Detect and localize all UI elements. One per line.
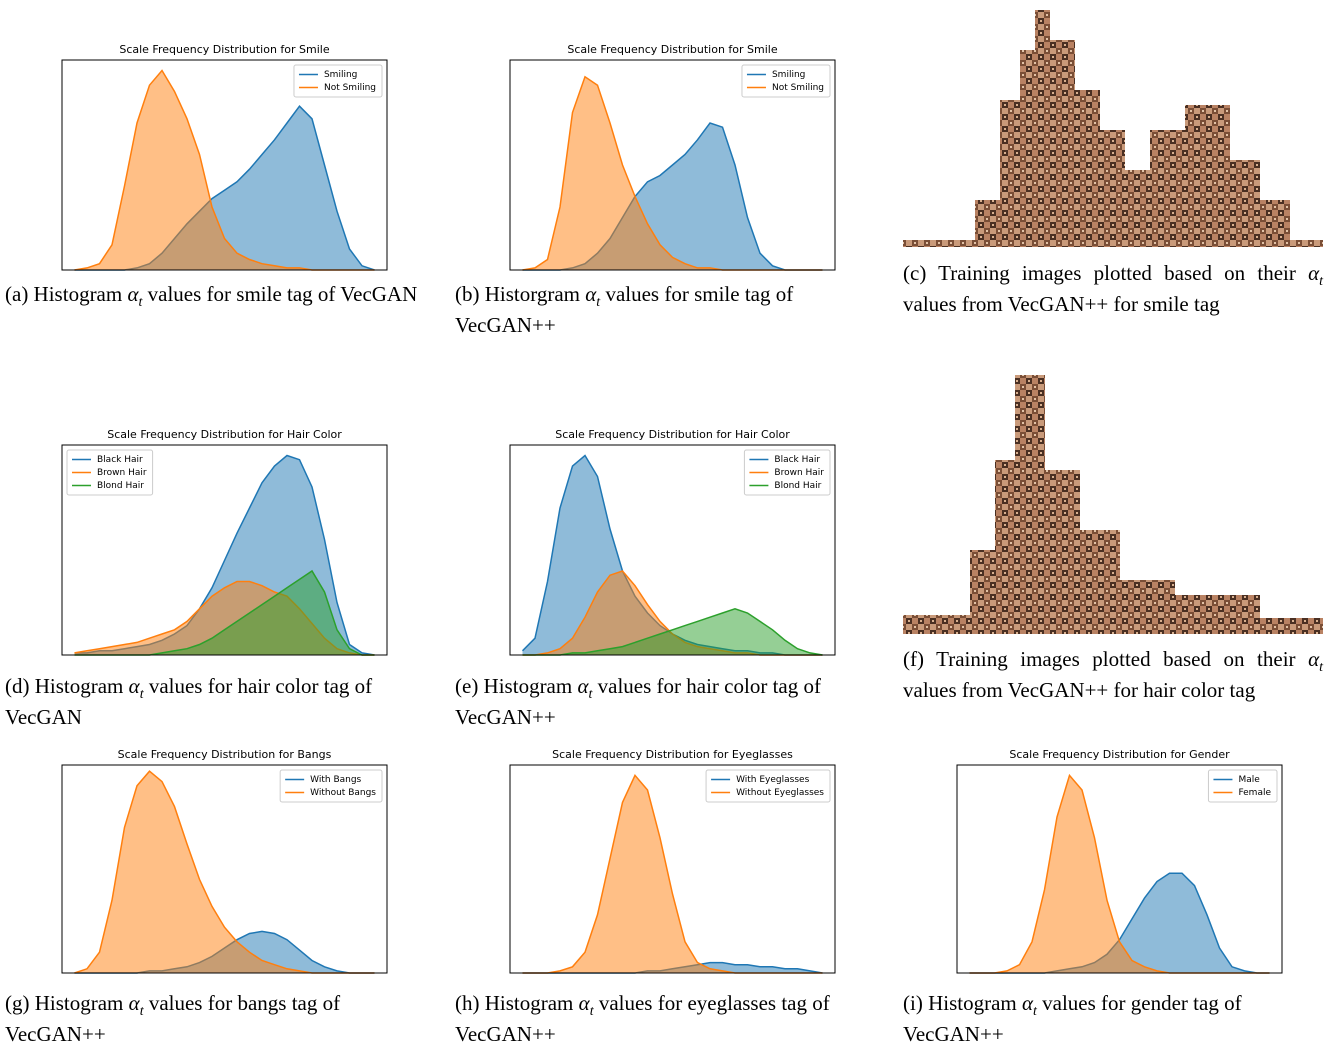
figure: Scale Frequency Distribution for Smile Sm… bbox=[0, 0, 1335, 1045]
caption-before: (f) Training images plotted based on the… bbox=[903, 647, 1296, 671]
legend-label: Without Bangs bbox=[310, 788, 376, 798]
caption-sub: t bbox=[140, 687, 144, 702]
caption-before: (i) Histogram bbox=[903, 991, 1017, 1015]
legend-label: With Bangs bbox=[310, 775, 361, 785]
caption: (h) Histogram αt values for eyeglasses t… bbox=[455, 992, 880, 1045]
caption: (c) Training images plotted based on the… bbox=[903, 262, 1323, 316]
image-mosaic bbox=[903, 10, 1323, 247]
caption-sub: t bbox=[1319, 274, 1323, 289]
chart: Scale Frequency Distribution for Smile Sm… bbox=[62, 43, 387, 270]
caption-before: (h) Histogram bbox=[455, 991, 573, 1015]
caption-alpha: α bbox=[127, 282, 138, 306]
legend: Black Hair Brown Hair Blond Hair bbox=[67, 450, 153, 495]
chart: Scale Frequency Distribution for Hair Co… bbox=[62, 428, 387, 655]
caption-alpha: α bbox=[1308, 647, 1319, 671]
caption: (a) Histogram αt values for smile tag of… bbox=[5, 283, 430, 314]
chart-title: Scale Frequency Distribution for Gender bbox=[1009, 748, 1230, 761]
legend-label: Brown Hair bbox=[97, 468, 147, 478]
chart: Scale Frequency Distribution for Bangs Wi… bbox=[62, 748, 387, 973]
legend-label: Female bbox=[1238, 788, 1271, 798]
caption-alpha: α bbox=[1308, 261, 1319, 285]
legend-label: Smiling bbox=[324, 70, 357, 80]
caption-after: values from VecGAN++ for smile tag bbox=[903, 292, 1220, 316]
chart-title: Scale Frequency Distribution for Smile bbox=[119, 43, 330, 56]
chart: Scale Frequency Distribution for Smile Sm… bbox=[510, 43, 835, 270]
caption-alpha: α bbox=[579, 991, 590, 1015]
legend-label: Black Hair bbox=[97, 455, 143, 465]
page: Scale Frequency Distribution for Smile Sm… bbox=[0, 0, 1335, 1045]
caption-before: (b) Historgram bbox=[455, 282, 580, 306]
caption-after: values for smile tag of VecGAN bbox=[148, 282, 418, 306]
chart-title: Scale Frequency Distribution for Bangs bbox=[118, 748, 332, 761]
chart-title: Scale Frequency Distribution for Hair Co… bbox=[555, 428, 790, 441]
legend-label: Black Hair bbox=[774, 455, 820, 465]
caption: (g) Histogram αt values for bangs tag of… bbox=[5, 992, 430, 1045]
caption-before: (e) Histogram bbox=[455, 674, 572, 698]
legend-label: Without Eyeglasses bbox=[736, 788, 824, 798]
legend: With Eyeglasses Without Eyeglasses bbox=[706, 770, 830, 802]
legend-label: Brown Hair bbox=[774, 468, 824, 478]
caption-sub: t bbox=[1033, 1004, 1037, 1019]
legend: Black Hair Brown Hair Blond Hair bbox=[744, 450, 830, 495]
chart-title: Scale Frequency Distribution for Hair Co… bbox=[107, 428, 342, 441]
caption: (d) Histogram αt values for hair color t… bbox=[5, 675, 430, 729]
caption-before: (d) Histogram bbox=[5, 674, 123, 698]
legend-label: Blond Hair bbox=[97, 481, 144, 491]
caption-alpha: α bbox=[585, 282, 596, 306]
legend: Smiling Not Smiling bbox=[294, 65, 382, 97]
legend: Male Female bbox=[1208, 770, 1277, 802]
legend-label: With Eyeglasses bbox=[736, 775, 809, 785]
chart: Scale Frequency Distribution for Eyeglas… bbox=[510, 748, 835, 973]
caption-before: (g) Histogram bbox=[5, 991, 123, 1015]
legend-label: Male bbox=[1238, 775, 1260, 785]
caption-sub: t bbox=[139, 295, 143, 310]
caption-alpha: α bbox=[129, 991, 140, 1015]
caption-alpha: α bbox=[1022, 991, 1033, 1015]
legend-label: Not Smiling bbox=[772, 83, 824, 93]
caption-sub: t bbox=[590, 1004, 594, 1019]
caption-sub: t bbox=[596, 295, 600, 310]
caption-before: (a) Histogram bbox=[5, 282, 122, 306]
caption: (f) Training images plotted based on the… bbox=[903, 648, 1323, 702]
caption-alpha: α bbox=[577, 674, 588, 698]
legend-label: Blond Hair bbox=[774, 481, 821, 491]
chart: Scale Frequency Distribution for Gender M… bbox=[957, 748, 1282, 973]
caption-sub: t bbox=[140, 1004, 144, 1019]
caption-alpha: α bbox=[129, 674, 140, 698]
legend: Smiling Not Smiling bbox=[742, 65, 830, 97]
caption: (e) Histogram αt values for hair color t… bbox=[455, 675, 880, 729]
caption: (b) Historgram αt values for smile tag o… bbox=[455, 283, 880, 337]
caption-after: values from VecGAN++ for hair color tag bbox=[903, 678, 1255, 702]
legend-label: Smiling bbox=[772, 70, 805, 80]
chart-title: Scale Frequency Distribution for Eyeglas… bbox=[552, 748, 793, 761]
area-fill bbox=[523, 775, 823, 973]
caption-sub: t bbox=[1319, 660, 1323, 675]
caption-before: (c) Training images plotted based on the… bbox=[903, 261, 1296, 285]
caption-sub: t bbox=[589, 687, 593, 702]
chart: Scale Frequency Distribution for Hair Co… bbox=[510, 428, 835, 655]
image-mosaic bbox=[903, 375, 1323, 634]
legend-label: Not Smiling bbox=[324, 83, 376, 93]
legend: With Bangs Without Bangs bbox=[280, 770, 382, 802]
caption: (i) Histogram αt values for gender tag o… bbox=[903, 992, 1328, 1045]
area-fill bbox=[970, 775, 1270, 973]
chart-title: Scale Frequency Distribution for Smile bbox=[567, 43, 778, 56]
